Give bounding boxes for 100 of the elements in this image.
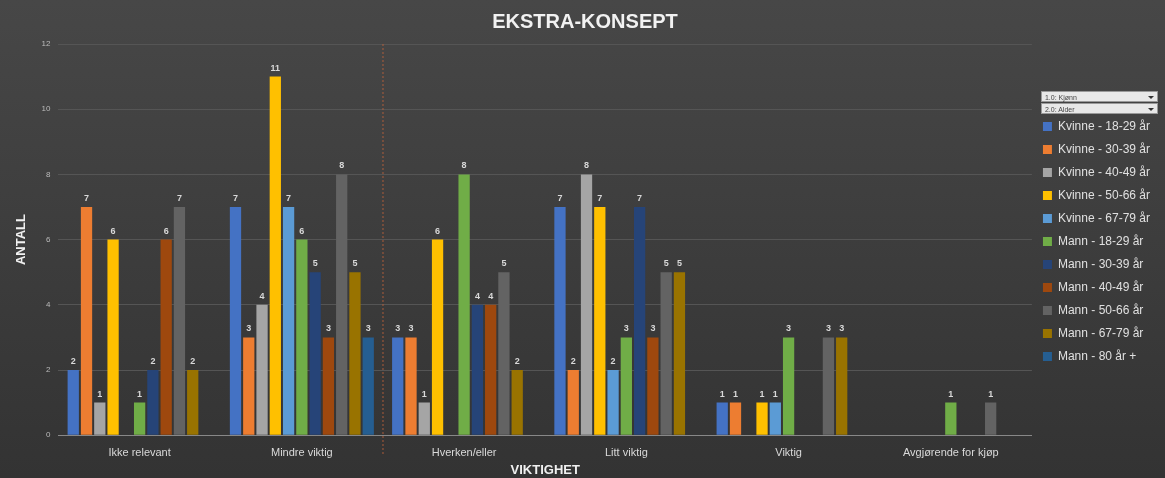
x-axis-title: VIKTIGHET <box>510 461 580 477</box>
data-label: 5 <box>312 258 318 269</box>
legend-label: Kvinne - 50-66 år <box>1057 187 1151 202</box>
data-label: 7 <box>176 192 182 203</box>
data-label: 1 <box>719 388 725 399</box>
data-label: 8 <box>584 160 590 171</box>
bar <box>511 370 523 435</box>
legend-label: Mann - 50-66 år <box>1057 302 1144 317</box>
data-label: 11 <box>270 62 281 73</box>
legend-label: Kvinne - 40-49 år <box>1057 164 1151 179</box>
bar <box>392 337 404 435</box>
data-label: 1 <box>988 388 994 399</box>
chart-title: EKSTRA-KONSEPT <box>492 9 678 32</box>
bar <box>836 337 848 435</box>
bar <box>431 239 444 435</box>
data-label: 3 <box>825 323 831 334</box>
y-tick-label: 6 <box>46 234 52 244</box>
data-label: 3 <box>246 323 252 334</box>
data-label: 2 <box>190 355 196 366</box>
legend-label: Mann - 80 år + <box>1057 348 1137 363</box>
bar <box>498 272 510 435</box>
y-tick-label: 0 <box>46 430 52 440</box>
bar <box>80 207 93 435</box>
bar <box>673 272 686 435</box>
bar <box>458 174 470 435</box>
bar <box>729 402 742 435</box>
bar <box>243 337 255 435</box>
data-label: 3 <box>395 323 401 334</box>
x-tick-label: Mindre viktig <box>270 445 333 458</box>
data-label: 7 <box>557 192 563 203</box>
bar <box>554 207 566 435</box>
data-label: 3 <box>365 323 371 334</box>
bar <box>716 402 728 435</box>
data-label: 2 <box>610 355 616 366</box>
y-tick-label: 4 <box>46 300 52 309</box>
data-label: 5 <box>663 258 669 269</box>
data-label: 1 <box>732 388 738 399</box>
bar <box>256 304 268 435</box>
data-label: 1 <box>137 388 143 399</box>
x-tick-label: Avgjørende for kjøp <box>902 445 999 458</box>
bar <box>945 402 957 435</box>
data-label: 1 <box>948 388 954 399</box>
y-axis-title: ANTALL <box>13 214 29 266</box>
data-label: 6 <box>163 225 169 236</box>
bar <box>580 174 593 435</box>
bar <box>405 337 417 435</box>
bar <box>269 76 281 435</box>
data-label: 3 <box>325 323 331 334</box>
bar <box>173 207 186 435</box>
data-label: 8 <box>461 160 467 171</box>
data-label: 7 <box>84 192 90 203</box>
data-label: 4 <box>488 290 494 301</box>
bar <box>322 337 335 435</box>
x-tick-label: Hverken/eller <box>431 445 497 458</box>
data-label: 5 <box>352 258 358 269</box>
data-label: 4 <box>259 290 265 301</box>
data-label: 1 <box>421 388 427 399</box>
bar <box>756 402 768 435</box>
bar <box>620 337 632 435</box>
data-label: 1 <box>772 388 778 399</box>
bar <box>471 304 484 435</box>
legend-label: Mann - 18-29 år <box>1057 233 1144 248</box>
bar <box>633 207 646 435</box>
data-label: 7 <box>232 192 238 203</box>
data-label: 2 <box>514 355 520 366</box>
y-tick-label: 10 <box>41 104 52 114</box>
data-label: 5 <box>501 258 507 269</box>
bar <box>147 370 159 435</box>
bar <box>187 370 199 435</box>
bar <box>336 174 348 435</box>
bar <box>567 370 579 435</box>
data-label: 3 <box>650 323 656 334</box>
data-label: 6 <box>435 225 441 236</box>
bar <box>133 402 146 435</box>
y-tick-label: 12 <box>41 39 52 49</box>
bar <box>229 207 242 435</box>
data-label: 7 <box>597 192 603 203</box>
legend-label: Kvinne - 18-29 år <box>1057 118 1151 133</box>
data-label: 5 <box>676 258 682 269</box>
bar <box>485 304 497 435</box>
data-label: 3 <box>786 323 792 334</box>
bar <box>349 272 361 435</box>
bar <box>660 272 672 435</box>
data-label: 6 <box>110 225 116 236</box>
legend-label: Mann - 30-39 år <box>1057 256 1144 271</box>
data-label: 2 <box>570 355 576 366</box>
data-label: 6 <box>299 225 305 236</box>
data-label: 1 <box>759 388 765 399</box>
data-label: 2 <box>150 355 156 366</box>
bar <box>282 207 295 435</box>
bar <box>782 337 795 435</box>
bar <box>107 239 119 435</box>
data-label: 1 <box>97 388 103 399</box>
data-label: 3 <box>623 323 629 334</box>
data-label: 2 <box>70 355 76 366</box>
y-tick-label: 2 <box>46 365 52 375</box>
bar <box>822 337 835 435</box>
legend-label: Kvinne - 67-79 år <box>1057 210 1151 225</box>
data-label: 7 <box>286 192 292 203</box>
bar <box>769 402 781 435</box>
